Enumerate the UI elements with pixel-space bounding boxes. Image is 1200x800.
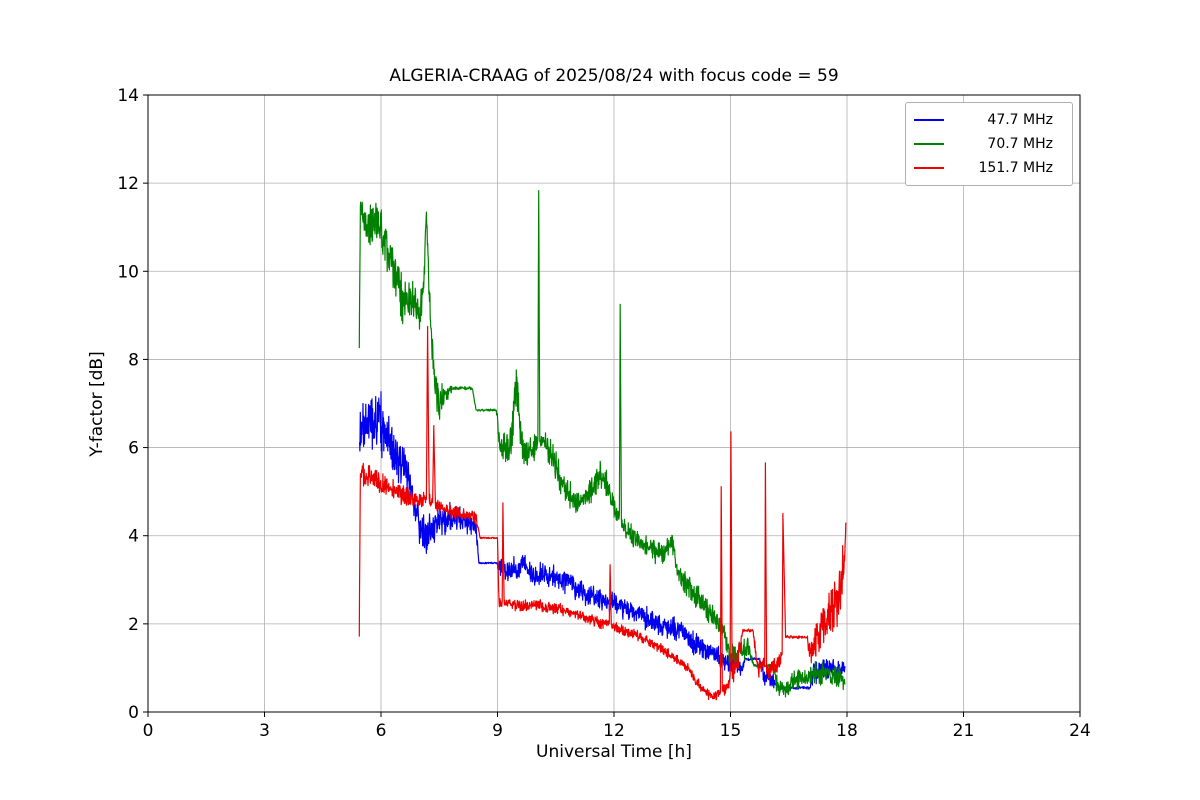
x-tick-label: 12 [603, 721, 625, 741]
x-tick-label: 18 [836, 721, 858, 741]
x-tick-label: 21 [953, 721, 975, 741]
series-line-151-7-mhz [358, 325, 847, 701]
series-line-47-7-mhz [359, 391, 846, 691]
x-tick-label: 6 [376, 721, 387, 741]
legend-line-sample [914, 143, 944, 145]
legend-line-sample [914, 119, 944, 121]
chart-title: ALGERIA-CRAAG of 2025/08/24 with focus c… [389, 66, 839, 86]
legend-entry: 151.7 MHz [914, 156, 1064, 180]
legend-line-sample [914, 167, 944, 169]
legend: 47.7 MHz 70.7 MHz 151.7 MHz [905, 102, 1073, 186]
y-tick-label: 14 [117, 86, 139, 106]
y-tick-label: 10 [117, 262, 139, 282]
x-tick-label: 9 [492, 721, 503, 741]
y-tick-label: 8 [128, 350, 139, 370]
legend-label: 70.7 MHz [987, 136, 1053, 152]
y-tick-label: 0 [128, 703, 139, 723]
x-tick-label: 15 [720, 721, 742, 741]
y-tick-label: 4 [128, 527, 139, 547]
y-tick-label: 2 [128, 615, 139, 635]
legend-label: 47.7 MHz [987, 112, 1053, 128]
legend-entry: 47.7 MHz [914, 108, 1064, 132]
x-tick-label: 3 [259, 721, 270, 741]
x-axis-label: Universal Time [h] [536, 742, 692, 762]
y-tick-label: 6 [128, 439, 139, 459]
x-tick-label: 0 [143, 721, 154, 741]
y-tick-label: 12 [117, 174, 139, 194]
legend-entry: 70.7 MHz [914, 132, 1064, 156]
legend-label: 151.7 MHz [978, 160, 1053, 176]
x-tick-label: 24 [1069, 721, 1091, 741]
